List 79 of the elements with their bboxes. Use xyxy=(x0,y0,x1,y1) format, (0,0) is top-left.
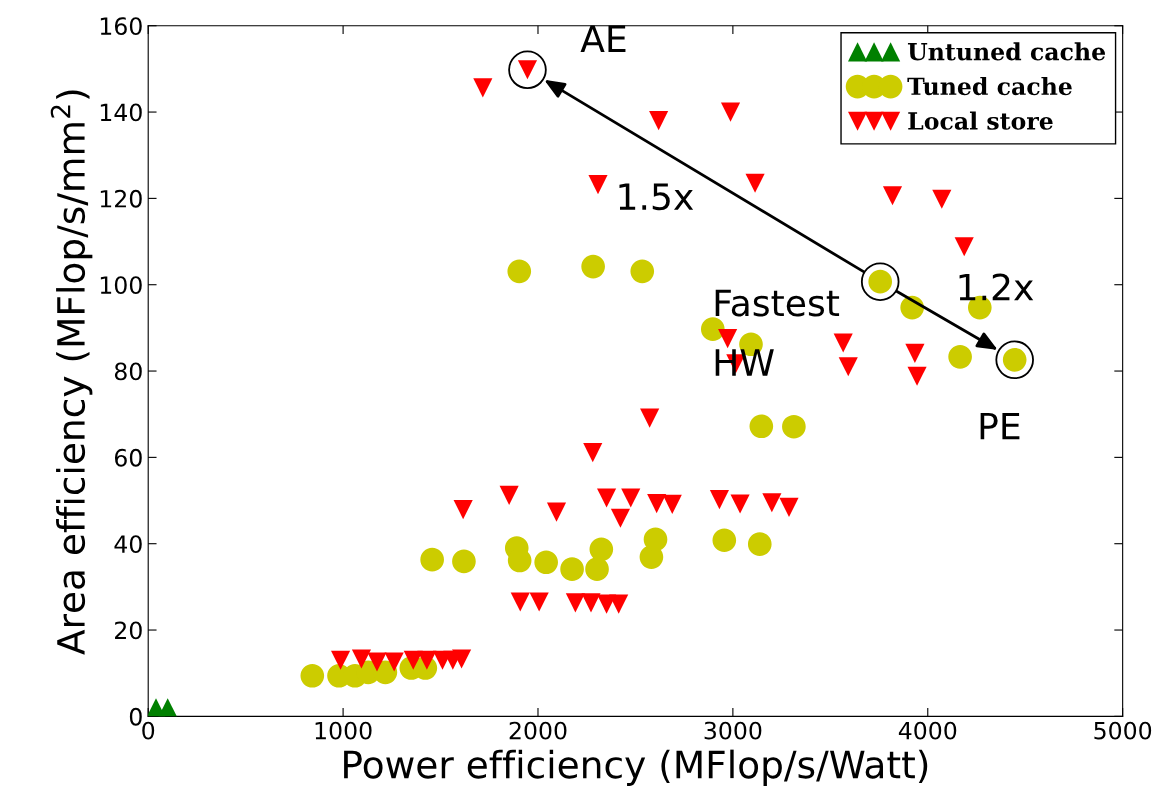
legend-label: Untuned cache xyxy=(907,42,1106,61)
point xyxy=(609,594,629,614)
point xyxy=(621,488,641,508)
point xyxy=(649,111,669,131)
point xyxy=(300,663,325,688)
point xyxy=(700,317,725,341)
point xyxy=(647,493,667,514)
point xyxy=(762,493,782,513)
point xyxy=(662,494,682,514)
point xyxy=(948,344,972,369)
x-tick-label: 0 xyxy=(142,721,155,740)
y-tick-label: 100 xyxy=(100,276,142,295)
y-tick-label: 60 xyxy=(114,448,142,467)
point xyxy=(330,650,351,670)
point xyxy=(712,528,737,553)
point xyxy=(452,549,476,574)
point xyxy=(643,527,668,552)
y-tick-label: 40 xyxy=(114,535,142,554)
point xyxy=(546,502,567,522)
point xyxy=(905,343,925,363)
y-tick-label: 0 xyxy=(129,707,142,726)
point xyxy=(499,485,519,505)
point xyxy=(581,254,605,279)
y-axis-title: Area efficiency (MFlop/s/mm$^{2}$) xyxy=(50,90,93,655)
point xyxy=(779,497,799,518)
point xyxy=(833,333,853,353)
point xyxy=(473,78,493,98)
x-axis-title: Power efficiency (MFlop/s/Watt) xyxy=(344,749,928,786)
point xyxy=(565,593,585,613)
x-tick-label: 1000 xyxy=(315,721,372,740)
point xyxy=(583,443,603,463)
y-tick-label: 160 xyxy=(100,17,142,36)
point xyxy=(730,494,750,514)
point xyxy=(560,557,584,581)
point xyxy=(954,237,974,257)
annotation: PE xyxy=(980,412,1020,440)
annotation: 1.5x xyxy=(619,183,694,211)
point xyxy=(581,593,601,613)
point xyxy=(709,490,729,510)
point xyxy=(597,488,617,508)
point xyxy=(367,652,387,672)
point xyxy=(782,414,806,439)
annotation: 1.2x xyxy=(959,273,1034,301)
point xyxy=(510,592,530,612)
annotation: AE xyxy=(580,25,626,52)
point xyxy=(932,189,952,209)
point xyxy=(882,186,903,206)
point xyxy=(747,532,772,556)
y-tick-label: 20 xyxy=(115,621,142,640)
x-tick-label: 4000 xyxy=(898,721,957,740)
point xyxy=(351,649,371,669)
point xyxy=(589,537,614,562)
y-tick-label: 140 xyxy=(100,103,142,122)
x-tick-label: 3000 xyxy=(704,721,762,740)
point xyxy=(507,259,532,284)
point xyxy=(640,408,660,428)
legend-label: Tuned cache xyxy=(907,76,1072,96)
y-tick-label: 120 xyxy=(100,189,142,208)
point xyxy=(745,173,765,193)
point xyxy=(529,592,549,612)
legend-label: Local store xyxy=(908,111,1053,130)
point xyxy=(588,175,608,195)
point xyxy=(453,500,473,520)
point xyxy=(534,550,558,575)
point xyxy=(718,329,738,349)
point xyxy=(907,366,927,386)
point xyxy=(420,547,444,572)
x-tick-label: 2000 xyxy=(509,721,567,740)
point xyxy=(630,259,655,284)
point xyxy=(417,650,437,670)
point xyxy=(452,649,472,669)
x-tick-label: 5000 xyxy=(1094,721,1152,740)
point xyxy=(610,508,630,528)
y-tick-label: 80 xyxy=(114,362,142,381)
point xyxy=(838,357,858,377)
point xyxy=(384,652,404,672)
point xyxy=(749,414,774,439)
point xyxy=(585,557,609,581)
point xyxy=(720,102,741,122)
